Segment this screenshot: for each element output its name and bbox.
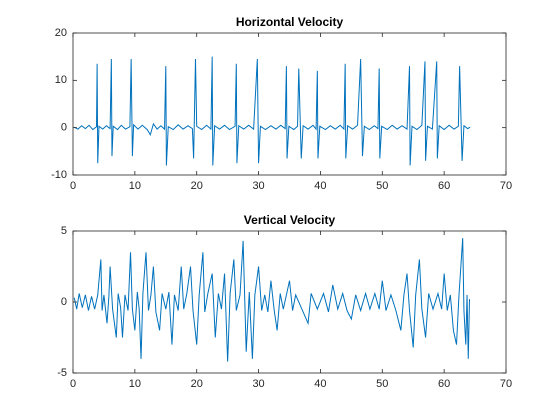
x-tick-label: 10: [129, 180, 141, 192]
x-tick-label: 40: [314, 378, 326, 390]
y-tick-label: 0: [61, 296, 67, 308]
data-line: [73, 238, 470, 362]
x-tick-label: 0: [70, 180, 76, 192]
x-tick-label: 60: [438, 180, 450, 192]
x-tick-label: 10: [129, 378, 141, 390]
x-tick-label: 40: [314, 180, 326, 192]
y-tick-label: 20: [55, 27, 67, 39]
data-line: [74, 56, 471, 166]
y-tick-label: 10: [55, 74, 67, 86]
x-tick-label: 60: [438, 378, 450, 390]
chart-title: Horizontal Velocity: [236, 15, 344, 29]
x-tick-label: 70: [500, 378, 512, 390]
axes-background: [73, 231, 506, 373]
x-tick-label: 20: [191, 378, 203, 390]
axes-box: [72, 32, 507, 176]
y-tick-label: -10: [51, 169, 67, 181]
x-tick-label: 50: [376, 378, 388, 390]
x-tick-label: 70: [500, 180, 512, 192]
y-tick-label: 5: [61, 225, 67, 237]
x-tick-label: 30: [252, 378, 264, 390]
y-tick-label: 0: [61, 122, 67, 134]
y-tick-label: -5: [57, 367, 67, 379]
axes-background: [73, 33, 506, 175]
x-tick-label: 20: [191, 180, 203, 192]
x-tick-label: 50: [376, 180, 388, 192]
chart-title: Vertical Velocity: [244, 213, 336, 227]
x-tick-label: 30: [252, 180, 264, 192]
x-tick-label: 0: [70, 378, 76, 390]
